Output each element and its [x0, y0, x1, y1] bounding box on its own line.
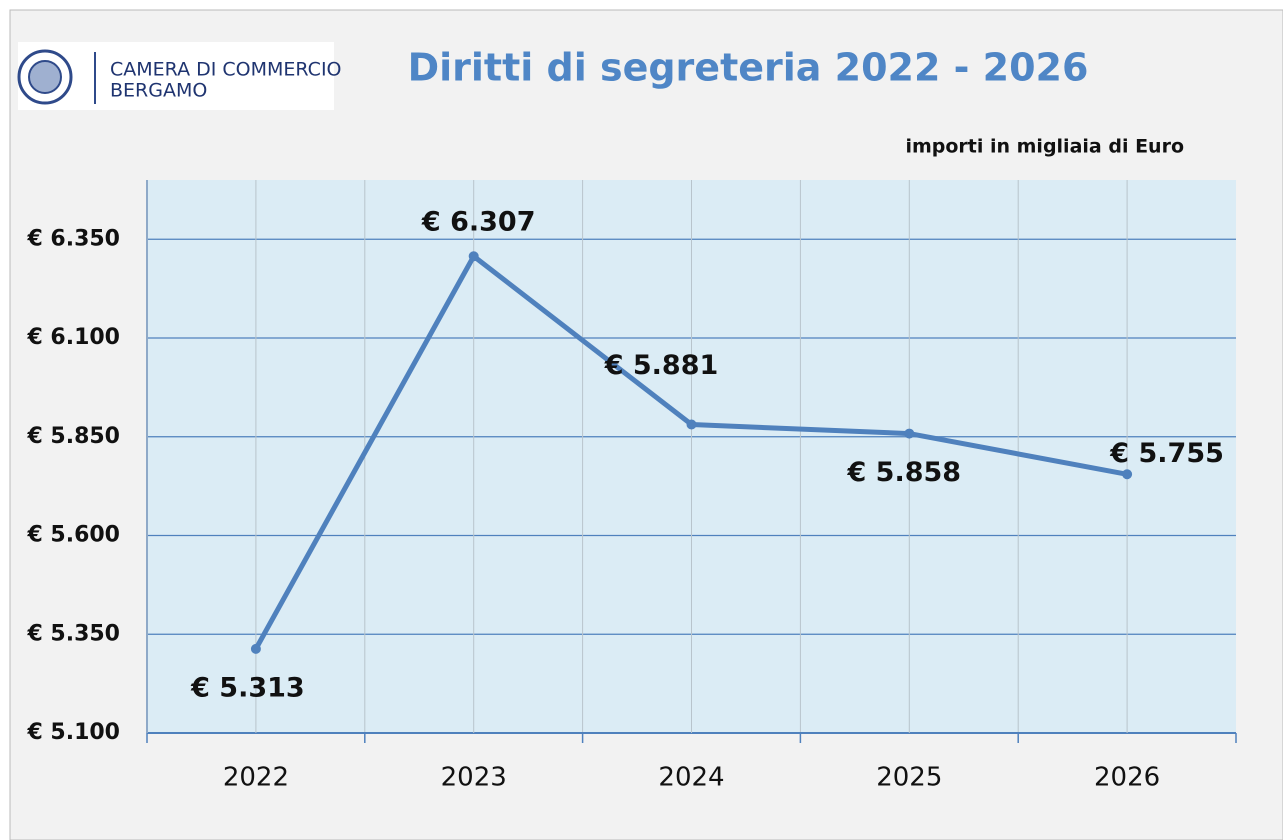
y-tick-label: € 5.100: [26, 720, 120, 745]
data-label: € 5.313: [190, 672, 305, 703]
x-tick-label: 2022: [223, 763, 289, 793]
y-tick-label: € 5.850: [26, 424, 120, 449]
x-tick-label: 2024: [658, 763, 724, 793]
chart-subtitle: importi in migliaia di Euro: [905, 136, 1184, 158]
data-label: € 5.858: [847, 457, 962, 488]
point: [904, 428, 915, 439]
y-tick-label: € 5.600: [26, 523, 120, 548]
point: [250, 643, 261, 654]
point: [468, 251, 479, 262]
logo-text: BERGAMO: [110, 80, 207, 102]
point: [1122, 469, 1133, 480]
data-label: € 5.755: [1109, 438, 1224, 469]
y-tick-label: € 6.100: [26, 325, 120, 350]
y-tick-label: € 5.350: [26, 621, 120, 646]
y-tick-label: € 6.350: [26, 226, 120, 251]
logo-seal-inner: [28, 60, 62, 94]
point: [686, 419, 697, 430]
data-label: € 5.881: [604, 350, 719, 381]
data-label: € 6.307: [421, 207, 536, 238]
x-tick-label: 2025: [876, 763, 942, 793]
x-tick-label: 2023: [441, 763, 507, 793]
x-tick-label: 2026: [1094, 763, 1160, 793]
chart-title: Diritti di segreteria 2022 - 2026: [408, 46, 1089, 90]
logo-text: CAMERA DI COMMERCIO: [110, 59, 342, 81]
